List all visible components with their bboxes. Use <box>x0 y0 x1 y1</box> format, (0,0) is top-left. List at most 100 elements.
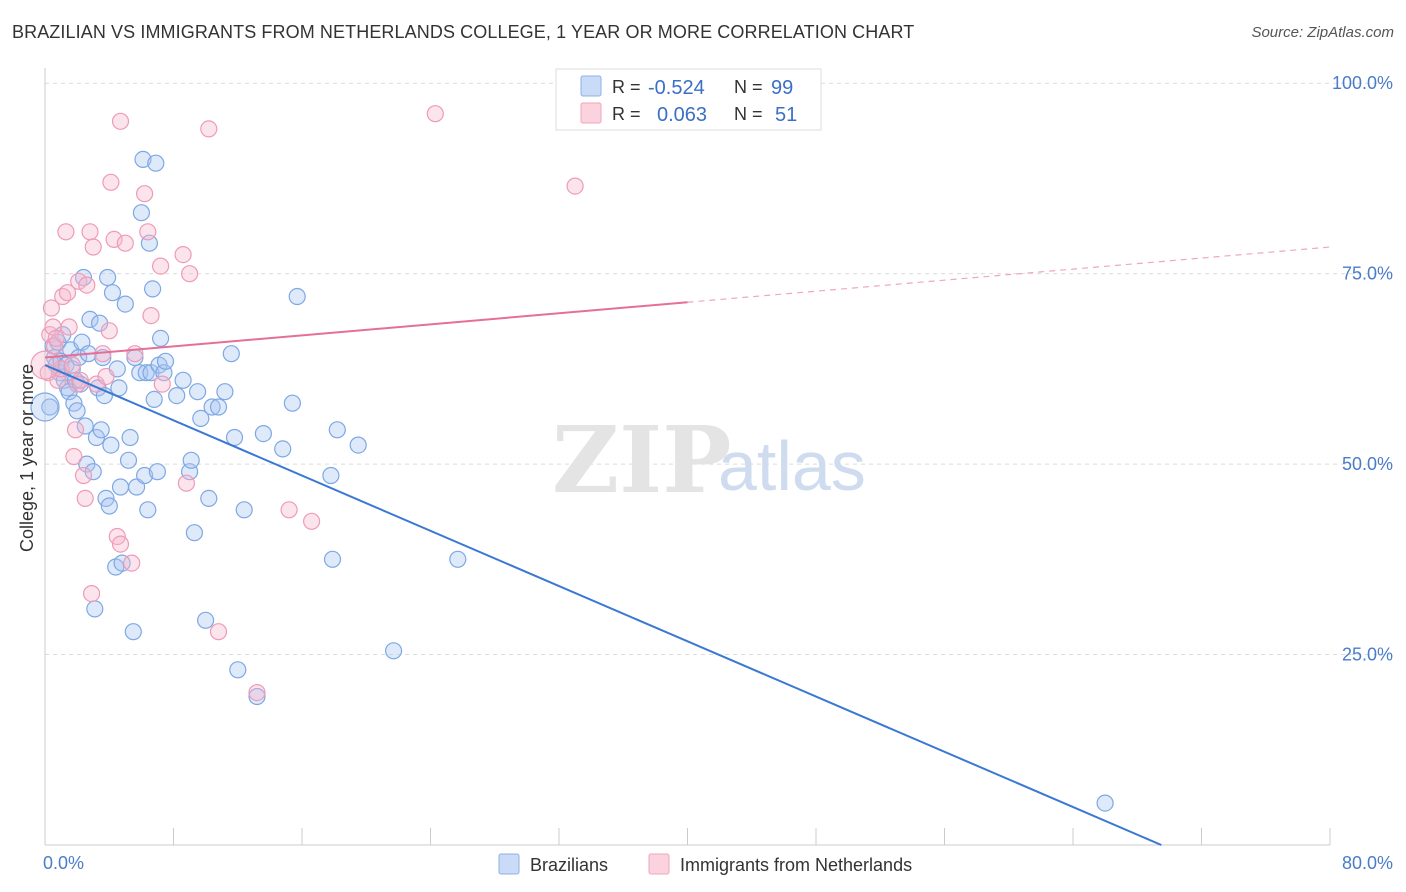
brazilians-point-88 <box>328 421 346 439</box>
brazilians-point-72 <box>197 611 215 629</box>
brazilians-point-81 <box>248 687 266 706</box>
netherlands-trend-line <box>44 301 688 359</box>
brazilians-point-cluster <box>30 392 60 422</box>
brazilians-point-74 <box>203 398 221 416</box>
brazilians-point-16 <box>68 402 86 420</box>
netherlands-point-42 <box>181 265 199 283</box>
brazilians-point-62 <box>152 329 170 347</box>
netherlands-point-10 <box>58 284 77 302</box>
brazilians-point-0 <box>41 398 59 416</box>
brazilians-trend-line <box>44 364 1162 846</box>
legend-n-value-1: 99 <box>771 77 793 99</box>
brazilians-point-70 <box>189 383 207 401</box>
brazilians-point-45 <box>121 428 139 447</box>
legend-n-value-2: 51 <box>775 104 797 126</box>
netherlands-point-50 <box>111 112 130 130</box>
legend-n-label-2: N = <box>734 104 763 124</box>
source-label: Source: ZipAtlas.com <box>1251 24 1394 41</box>
netherlands-point-34 <box>126 345 144 363</box>
watermark: ZIP atlas <box>552 406 866 514</box>
brazilians-point-58 <box>145 390 163 408</box>
brazilians-point-42 <box>113 554 131 572</box>
netherlands-point-19 <box>76 489 94 507</box>
netherlands-point-5 <box>47 329 65 347</box>
brazilians-point-26 <box>86 600 104 618</box>
chart-title: BRAZILIAN VS IMMIGRANTS FROM NETHERLANDS… <box>12 22 915 42</box>
netherlands-point-36 <box>139 223 157 241</box>
brazilians-point-84 <box>283 394 301 412</box>
legend-item-brazilians: Brazilians <box>530 855 608 875</box>
brazilians-point-54 <box>139 501 157 519</box>
brazilians-point-65 <box>168 387 186 405</box>
y-tick-label-2: 50.0% <box>1342 454 1393 474</box>
brazilians-point-41 <box>111 478 130 496</box>
brazilians-point-46 <box>124 623 142 641</box>
netherlands-point-49 <box>566 177 584 195</box>
brazilians-point-57 <box>144 280 162 298</box>
netherlands-point-33 <box>123 554 141 572</box>
brazilians-point-71 <box>192 409 210 427</box>
x-tick-label-1: 80.0% <box>1342 853 1393 873</box>
netherlands-point-41 <box>177 474 195 492</box>
netherlands-point-48 <box>426 105 444 123</box>
brazilians-point-53 <box>137 364 155 382</box>
netherlands-point-26 <box>97 367 115 386</box>
brazilians-point-36 <box>102 436 120 454</box>
netherlands-point-45 <box>248 683 266 702</box>
data-points <box>30 105 1114 812</box>
brazilians-point-64 <box>156 352 175 370</box>
brazilians-point-66 <box>174 371 192 389</box>
netherlands-point-20 <box>78 276 96 294</box>
brazilians-point-24 <box>81 310 99 328</box>
netherlands-point-31 <box>111 535 130 553</box>
brazilians-point-75 <box>209 398 228 416</box>
legend-swatch-blue <box>580 75 602 97</box>
grid-lines <box>45 82 1390 656</box>
trend-lines <box>44 246 1331 846</box>
y-tick-label-3: 25.0% <box>1342 645 1393 665</box>
netherlands-point-32 <box>116 234 134 252</box>
watermark-zip: ZIP <box>552 406 731 514</box>
y-tick-label-1: 75.0% <box>1342 264 1393 284</box>
tick-labels: 100.0% 75.0% 50.0% 25.0% 0.0% 80.0% <box>43 73 1393 873</box>
brazilians-point-89 <box>349 436 367 454</box>
brazilians-point-92 <box>1096 794 1114 812</box>
brazilians-point-59 <box>147 154 165 172</box>
brazilians-point-34 <box>98 268 117 287</box>
x-tick-label-0: 0.0% <box>43 853 84 873</box>
netherlands-point-2 <box>42 299 61 317</box>
brazilians-point-30 <box>92 421 110 439</box>
brazilians-point-35 <box>100 497 118 515</box>
series-legend: Brazilians Immigrants from Netherlands <box>498 853 912 875</box>
brazilians-point-44 <box>119 451 138 469</box>
netherlands-point-22 <box>82 584 101 603</box>
watermark-atlas: atlas <box>718 427 866 505</box>
brazilians-point-51 <box>134 150 152 168</box>
netherlands-point-21 <box>81 223 99 241</box>
netherlands-point-37 <box>142 307 160 325</box>
netherlands-point-12 <box>63 356 81 374</box>
brazilians-point-86 <box>322 466 340 485</box>
correlation-legend: R = -0.524 N = 99 R = 0.063 N = 51 <box>555 68 822 131</box>
netherlands-point-18 <box>74 466 93 485</box>
brazilians-point-52 <box>136 466 154 485</box>
legend-n-label-1: N = <box>734 77 763 97</box>
netherlands-point-23 <box>84 238 102 256</box>
brazilians-point-77 <box>222 345 240 363</box>
legend-r-label-1: R = <box>612 77 641 97</box>
y-tick-label-0: 100.0% <box>1332 73 1393 93</box>
brazilians-point-60 <box>148 463 166 481</box>
netherlands-point-16 <box>70 272 88 290</box>
legend-r-value-2: 0.063 <box>657 104 707 126</box>
brazilians-point-69 <box>185 524 203 542</box>
netherlands-point-44 <box>209 623 228 641</box>
netherlands-point-47 <box>303 512 321 530</box>
y-axis-label: College, 1 year or more <box>17 364 37 552</box>
netherlands-point-11 <box>60 318 78 336</box>
brazilians-point-83 <box>274 440 292 458</box>
legend-item-brazilians-swatch <box>498 853 520 875</box>
netherlands-point-38 <box>152 257 170 275</box>
netherlands-point-13 <box>65 447 83 466</box>
brazilians-point-21 <box>76 417 94 435</box>
